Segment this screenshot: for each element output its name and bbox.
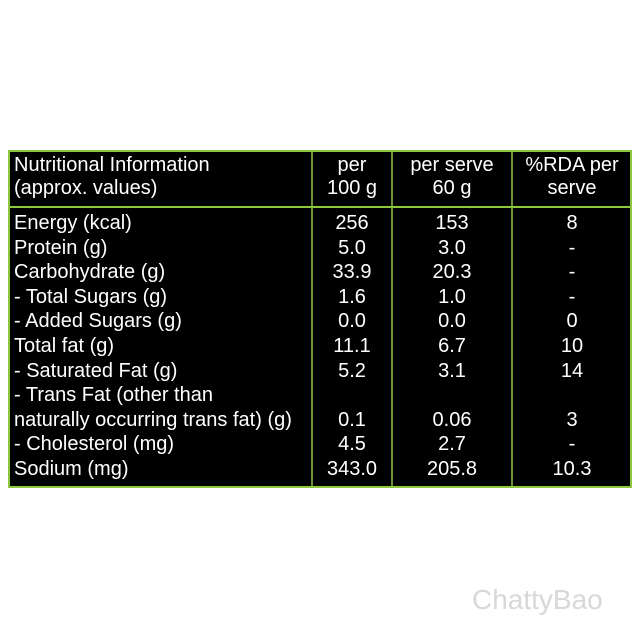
row-label: naturally occurring trans fat) (g): [14, 408, 292, 431]
header-cell: 100 g: [326, 177, 378, 199]
value-cell: 3: [566, 408, 578, 431]
value-cell: 3.0: [438, 236, 466, 259]
row-label: - Total Sugars (g): [14, 285, 168, 308]
row-label: Energy (kcal): [14, 212, 132, 234]
value-cell: -: [568, 261, 576, 284]
value-cell: 256: [335, 212, 369, 234]
value-cell: -: [568, 236, 576, 259]
value-cell: 0.1: [338, 408, 366, 431]
value-cell: 0.06: [432, 408, 472, 431]
value-cell: 2.7: [438, 433, 466, 456]
row-label: Sodium (mg): [14, 458, 129, 480]
value-cell: 14: [560, 359, 584, 382]
row-label: - Cholesterol (mg): [14, 433, 175, 456]
value-cell: 6.7: [438, 335, 466, 357]
value-cell: 153: [435, 212, 469, 234]
row-label: Carbohydrate (g): [14, 261, 166, 284]
header-cell: serve: [547, 177, 597, 199]
value-cell: -: [568, 433, 576, 456]
value-cell: 33.9: [332, 261, 372, 284]
watermark: ChattyBao: [472, 584, 603, 615]
header-cell: 60 g: [432, 177, 472, 199]
value-cell: -: [568, 285, 576, 308]
value-cell: 1.6: [338, 285, 366, 308]
table-lines: [8, 150, 632, 488]
nutrition-table: Nutritional Information (approx. values) p…: [8, 150, 632, 488]
value-cell: 343.0: [326, 458, 378, 480]
value-cell: 1.0: [438, 285, 466, 308]
header-cell: %RDA per: [525, 154, 619, 176]
row-label: - Trans Fat (other than: [14, 384, 213, 407]
row-label: - Added Sugars (g): [14, 310, 182, 333]
value-cell: 5.2: [338, 359, 366, 382]
header-cell: Nutritional Information: [14, 154, 210, 176]
value-cell: 3.1: [438, 359, 466, 382]
header-cell: (approx. values): [14, 177, 158, 199]
value-cell: 10.3: [552, 458, 592, 480]
header-cell: per: [337, 154, 367, 176]
row-label: Total fat (g): [14, 335, 115, 357]
value-cell: 0: [566, 310, 578, 333]
value-cell: 205.8: [426, 458, 478, 480]
value-cell: 20.3: [432, 261, 472, 284]
header-cell: per serve: [410, 154, 494, 176]
value-cell: 0.0: [338, 310, 366, 333]
row-label: - Saturated Fat (g): [14, 359, 178, 382]
row-label: Protein (g): [14, 236, 108, 259]
value-cell: 10: [560, 335, 584, 357]
value-cell: 0.0: [438, 310, 466, 333]
value-cell: 8: [566, 212, 578, 234]
value-cell: 11.1: [333, 335, 371, 357]
value-cell: 5.0: [338, 236, 366, 259]
table-border: [8, 150, 632, 488]
value-cell: 4.5: [338, 433, 366, 456]
